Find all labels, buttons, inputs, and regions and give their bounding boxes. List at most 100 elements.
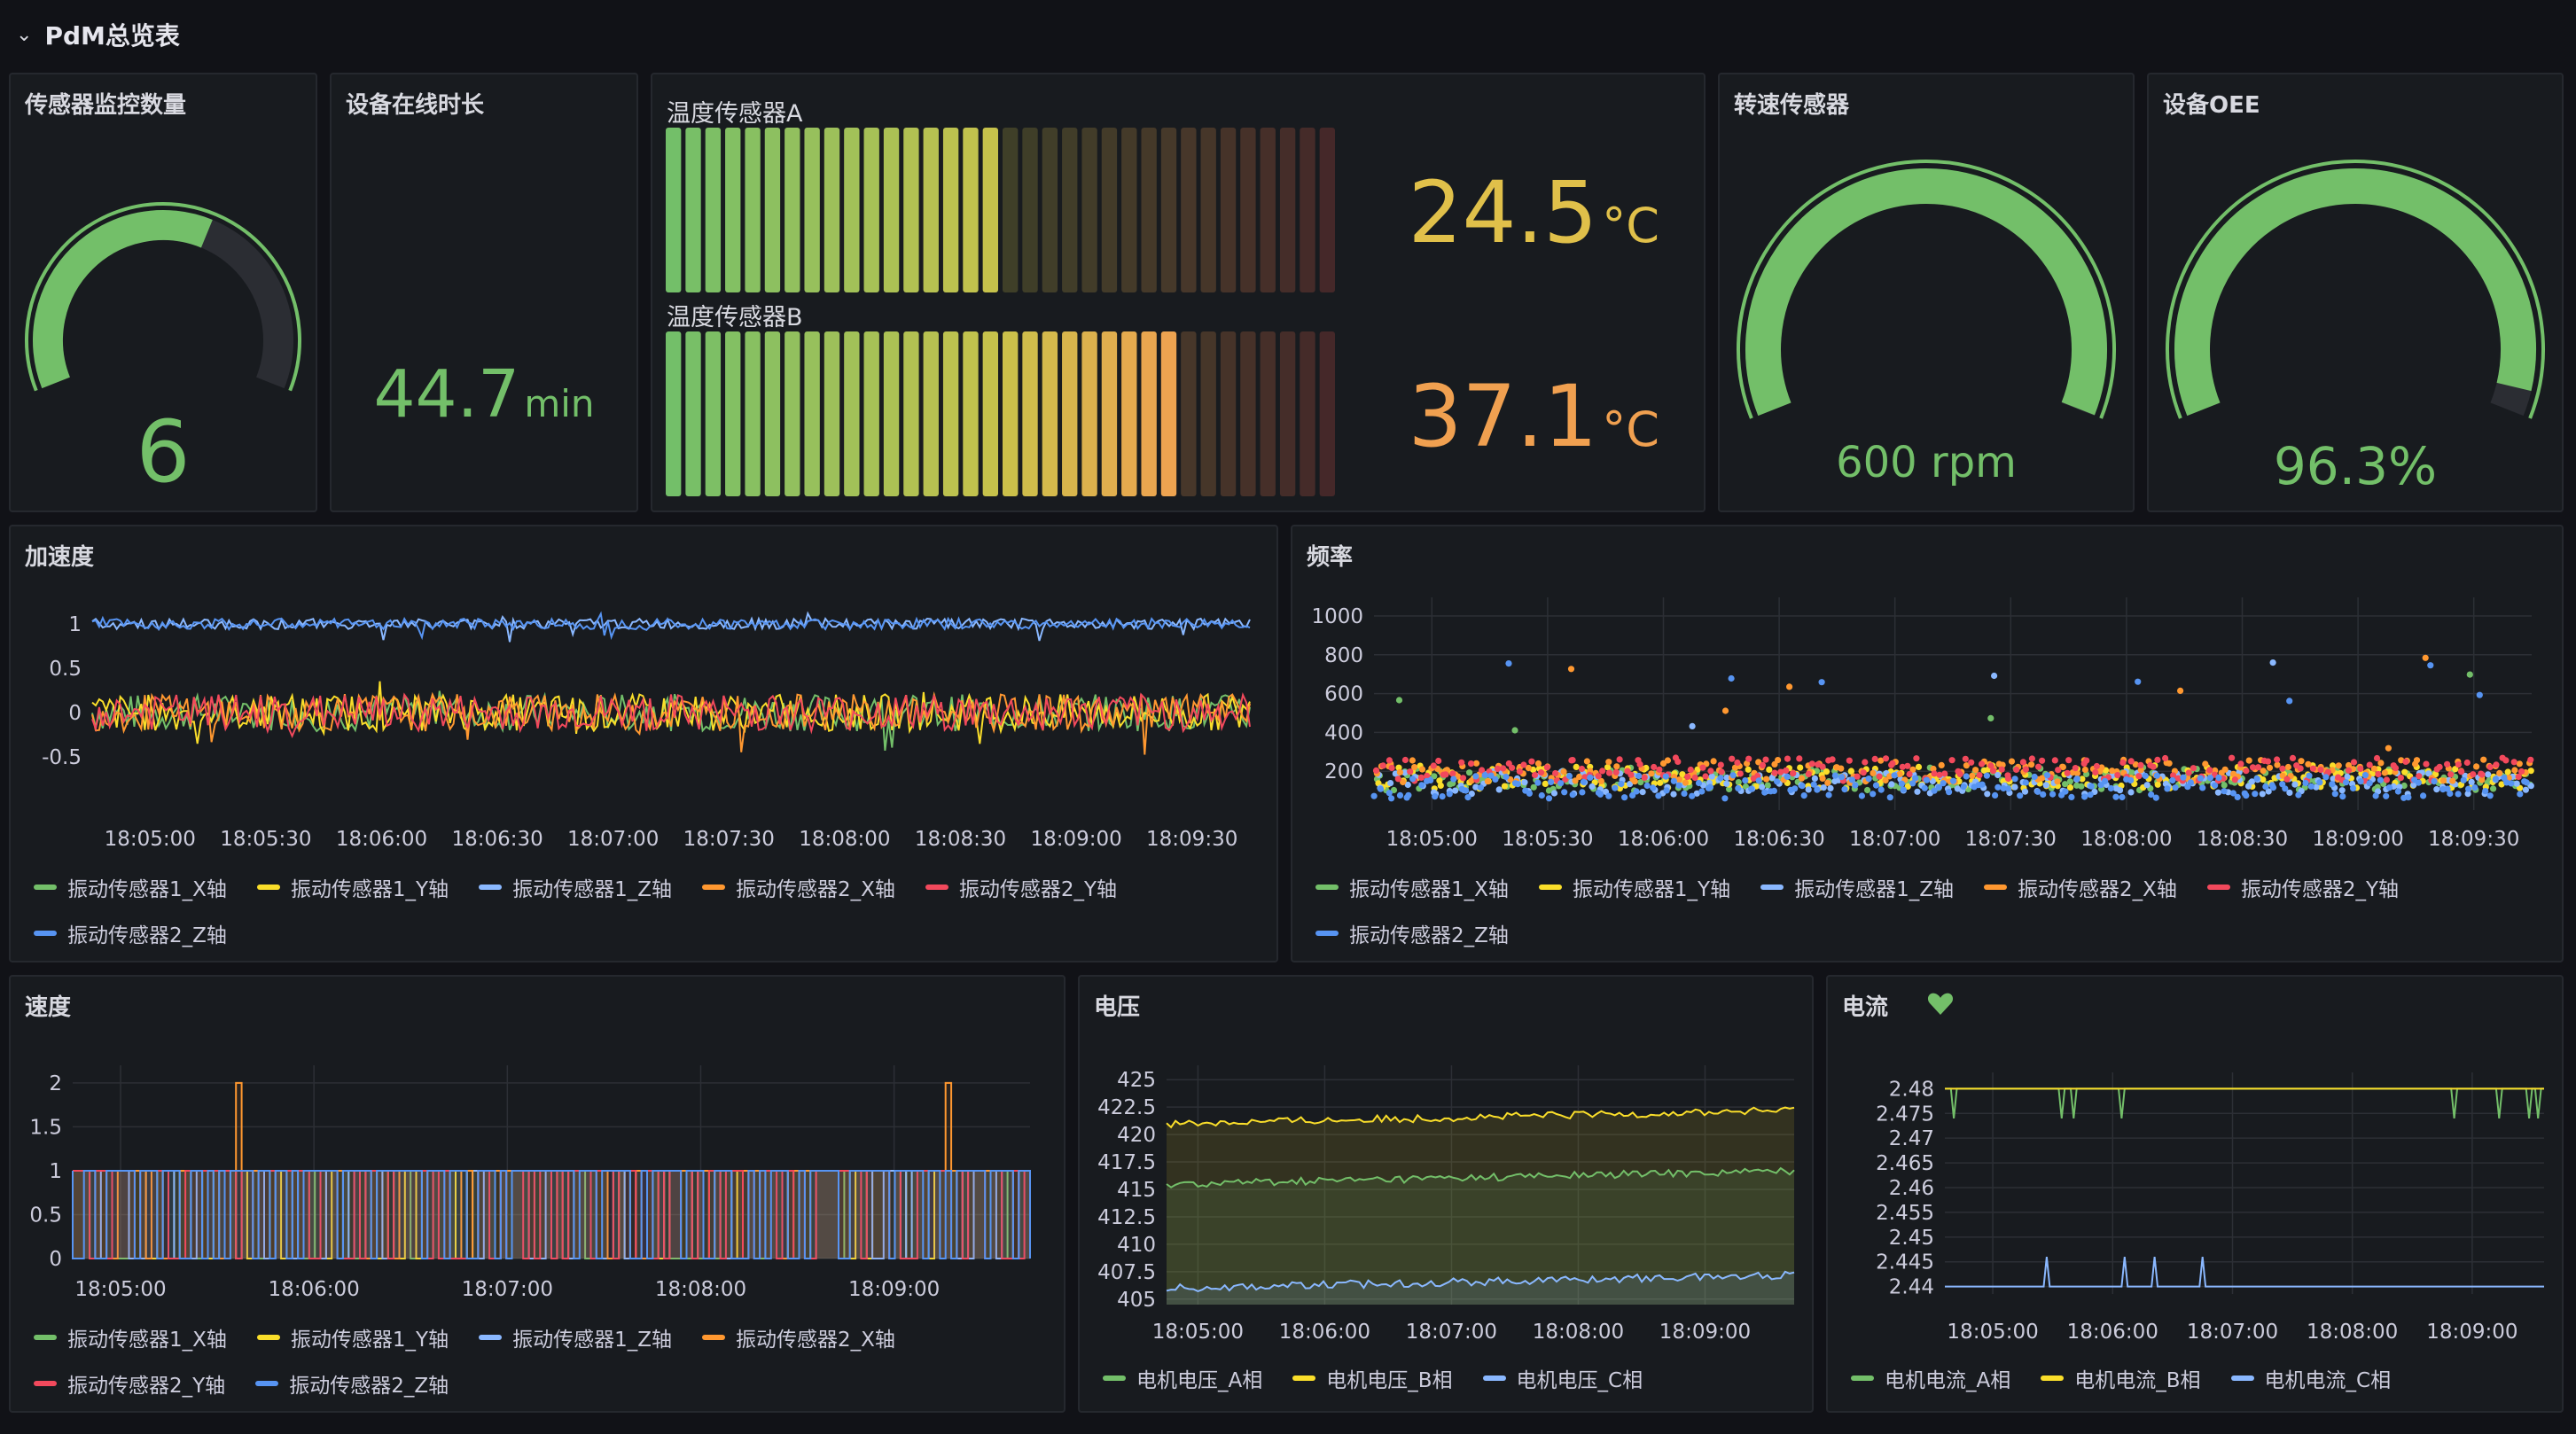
y-tick-label: 2 (49, 1072, 62, 1095)
scatter-point (1819, 763, 1826, 770)
scatter-point (1418, 766, 1426, 773)
panel-frequency[interactable]: 频率 1000 800 600 400 200 18:05:00 18:05:30 18:06… (1291, 525, 2564, 962)
legend-item[interactable]: 振动传感器1_X轴 (1315, 872, 1509, 902)
x-tick-label: 18:05:00 (105, 828, 196, 851)
scatter-point (2127, 789, 2135, 796)
panel-acceleration[interactable]: 加速度 1 0.5 0 -0.5 18:05:00 18:05:30 18:06:00 18:… (9, 525, 1278, 962)
scatter-point (1963, 762, 1970, 769)
legend-label: 振动传感器1_Z轴 (512, 1329, 672, 1352)
scatter-point (1941, 770, 1948, 777)
legend-item[interactable]: 振动传感器1_Y轴 (256, 1322, 449, 1352)
scatter-point (1904, 783, 1911, 790)
legend-item[interactable]: 振动传感器2_Z轴 (255, 1368, 449, 1399)
legend-item[interactable]: 电机电压_A相 (1103, 1363, 1262, 1393)
chevron-down-icon[interactable]: ⌄ (16, 23, 33, 46)
legend-item[interactable]: 电机电流_A相 (1851, 1363, 2010, 1393)
bar-gauge-cell (785, 331, 800, 496)
legend-item[interactable]: 振动传感器2_Z轴 (34, 918, 227, 948)
scatter-point (1542, 780, 1549, 787)
voltage-chart[interactable]: 425 422.5 420 417.5 415 412.5 410 407.5 405 18:05… (1080, 1039, 1812, 1393)
legend-item[interactable]: 振动传感器1_Z轴 (1760, 872, 1954, 902)
scatter-point (1906, 770, 1913, 778)
legend-item[interactable]: 振动传感器1_Z轴 (479, 872, 672, 902)
scatter-point (2306, 772, 2313, 779)
panel-current[interactable]: 电流 2.48 2.475 2.47 2.465 2.46 2.455 2.45 2.445 2… (1826, 975, 2564, 1413)
scatter-point (2088, 783, 2095, 790)
scatter-point (1492, 775, 1499, 783)
scatter-point (1463, 787, 1470, 794)
scatter-point (2068, 793, 2075, 800)
legend-swatch (701, 1335, 725, 1340)
scatter-point (2206, 775, 2213, 782)
y-tick-label: 405 (1117, 1289, 1156, 1312)
scatter-point (1770, 787, 1777, 794)
scatter-point (1979, 781, 1986, 788)
panel-voltage[interactable]: 电压 425 422.5 420 417.5 415 412.5 410 407.5 405 18… (1078, 975, 1814, 1413)
legend-item[interactable]: 振动传感器2_Y轴 (925, 872, 1117, 902)
bar-gauge-cell (1022, 128, 1038, 292)
scatter-point (2269, 659, 2276, 666)
scatter-point (2416, 773, 2423, 780)
legend-item[interactable]: 振动传感器2_Y轴 (2206, 872, 2400, 902)
legend-item[interactable]: 电机电压_C相 (1482, 1363, 1643, 1393)
legend-item[interactable]: 振动传感器1_X轴 (34, 872, 227, 902)
acceleration-chart[interactable]: 1 0.5 0 -0.5 18:05:00 18:05:30 18:06:00 18:06:3… (11, 588, 1276, 943)
x-tick-label: 18:05:30 (220, 828, 311, 851)
scatter-point (1579, 789, 1586, 796)
scatter-point (2370, 765, 2377, 772)
legend-item[interactable]: 振动传感器1_Y轴 (1538, 872, 1730, 902)
bar-gauge-cell (1003, 331, 1019, 496)
scatter-point (2375, 770, 2382, 778)
scatter-point (2385, 784, 2393, 791)
panel-speed[interactable]: 速度 2 1.5 1 0.5 0 18:05:00 18:06:00 18:07:00 18:0… (9, 975, 1066, 1413)
legend-item[interactable]: 电机电压_B相 (1292, 1363, 1453, 1393)
scatter-point (1629, 791, 1636, 799)
scatter-point (1862, 759, 1869, 766)
scatter-point (1799, 783, 1806, 790)
scatter-point (1889, 760, 1896, 767)
series-line (1166, 1270, 1795, 1292)
legend-item[interactable]: 电机电流_B相 (2041, 1363, 2201, 1393)
scatter-point (2078, 783, 2085, 790)
current-chart[interactable]: 2.482.4752.472.4652.462.4552.452.4452.44… (1828, 1039, 2562, 1393)
scatter-point (2470, 771, 2477, 778)
legend-label: 电机电压_B相 (1326, 1369, 1453, 1392)
scatter-point (2471, 784, 2478, 791)
legend-item[interactable]: 电机电流_C相 (2230, 1363, 2391, 1393)
scatter-point (2401, 768, 2408, 775)
heart-icon[interactable] (1927, 992, 1954, 1017)
panel-rpm[interactable]: 转速传感器 600 rpm (1718, 73, 2135, 512)
scatter-point (1636, 760, 1643, 768)
panel-sensor-count[interactable]: 传感器监控数量 6 (9, 73, 317, 512)
legend-item[interactable]: 振动传感器2_X轴 (701, 872, 895, 902)
legend-item[interactable]: 振动传感器1_Y轴 (256, 872, 449, 902)
scatter-point (1877, 757, 1885, 764)
panel-oee[interactable]: 设备OEE 96.3% (2147, 73, 2564, 512)
frequency-chart[interactable]: 1000 800 600 400 200 18:05:00 18:05:30 18:06:00… (1292, 588, 2562, 943)
legend-item[interactable]: 振动传感器2_X轴 (701, 1322, 895, 1352)
bar-gauge-cell (745, 128, 761, 292)
panel-temperature-bargauge[interactable]: 温度传感器A 24.5 °C 温度传感器B 37.1 °C (651, 73, 1706, 512)
legend-swatch (256, 1335, 280, 1340)
scatter-point (1865, 775, 1872, 783)
legend-item[interactable]: 振动传感器2_X轴 (1983, 872, 2177, 902)
scatter-point (1675, 782, 1682, 789)
legend-item[interactable]: 振动传感器2_Y轴 (34, 1368, 225, 1399)
scatter-point (1992, 791, 1999, 799)
x-tick-label: 18:07:00 (1406, 1321, 1497, 1344)
dashboard-row-header[interactable]: ⌄ PdM总览表 (16, 12, 180, 57)
scatter-point (2153, 772, 2160, 779)
scatter-point (1450, 775, 1457, 783)
scatter-point (2021, 788, 2029, 795)
bar-gauge-cell (705, 331, 722, 496)
legend-swatch (2206, 885, 2230, 890)
scatter-point (2132, 761, 2139, 768)
speed-chart[interactable]: 2 1.5 1 0.5 0 18:05:00 18:06:00 18:07:00 18:08:0… (11, 1039, 1064, 1393)
panel-uptime[interactable]: 设备在线时长 44.7 min (330, 73, 638, 512)
legend-item[interactable]: 振动传感器1_Z轴 (479, 1322, 672, 1352)
legend-item[interactable]: 振动传感器2_Z轴 (1315, 918, 1509, 948)
legend-item[interactable]: 振动传感器1_X轴 (34, 1322, 227, 1352)
scatter-point (1706, 783, 1713, 791)
legend-label: 振动传感器2_Y轴 (2240, 878, 2400, 901)
scatter-point (2377, 776, 2384, 783)
